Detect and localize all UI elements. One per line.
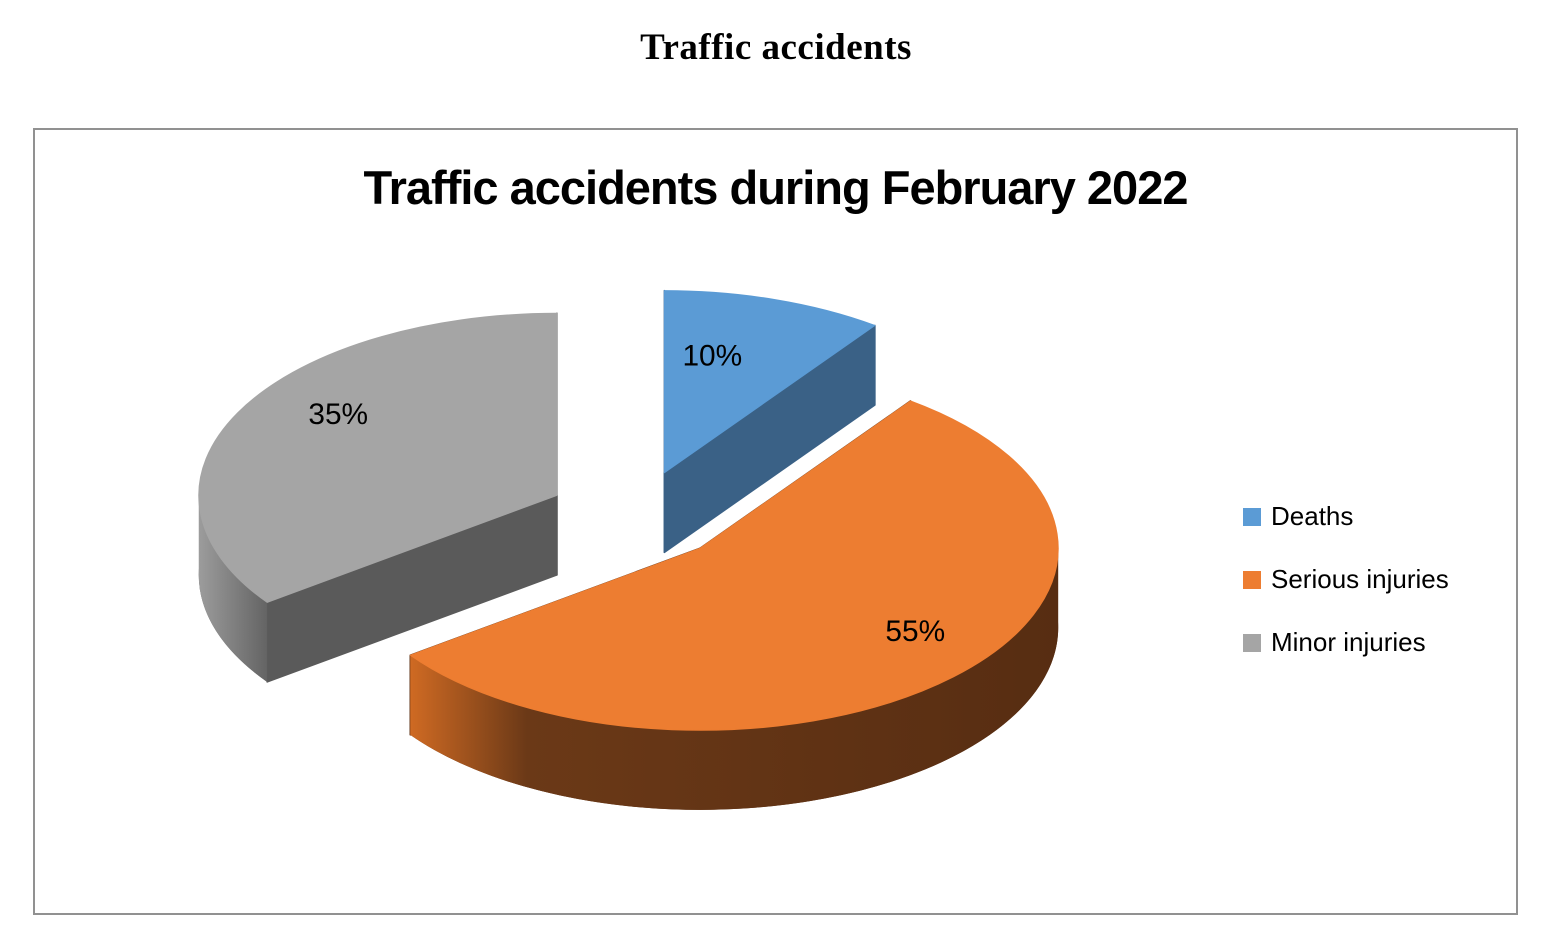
slice-label-minor-injuries: 35% — [308, 398, 368, 431]
legend-item-serious-injuries[interactable]: Serious injuries — [1243, 548, 1449, 611]
legend-swatch-icon — [1243, 633, 1261, 652]
slice-label-serious-injuries: 55% — [885, 615, 945, 648]
legend-label: Minor injuries — [1271, 627, 1426, 657]
legend-swatch-icon — [1243, 507, 1261, 526]
legend-label: Serious injuries — [1271, 564, 1449, 594]
pie-slice-deaths[interactable] — [663, 289, 876, 554]
chart-frame[interactable]: Traffic accidents during February 2022 1… — [33, 128, 1518, 915]
pie-slice-serious-injuries[interactable] — [409, 400, 1059, 810]
legend: Deaths Serious injuries Minor injuries — [1243, 485, 1449, 674]
page-title: Traffic accidents — [640, 27, 912, 68]
legend-label: Deaths — [1271, 501, 1354, 531]
pie-3d: 10% 35% 55% — [198, 289, 1059, 810]
legend-swatch-icon — [1243, 570, 1261, 589]
chart-title: Traffic accidents during February 2022 — [363, 161, 1189, 214]
legend-item-deaths[interactable]: Deaths — [1243, 485, 1449, 548]
slice-label-deaths: 10% — [682, 339, 742, 372]
pie-slice-minor-injuries[interactable] — [198, 312, 558, 683]
legend-item-minor-injuries[interactable]: Minor injuries — [1243, 611, 1449, 674]
